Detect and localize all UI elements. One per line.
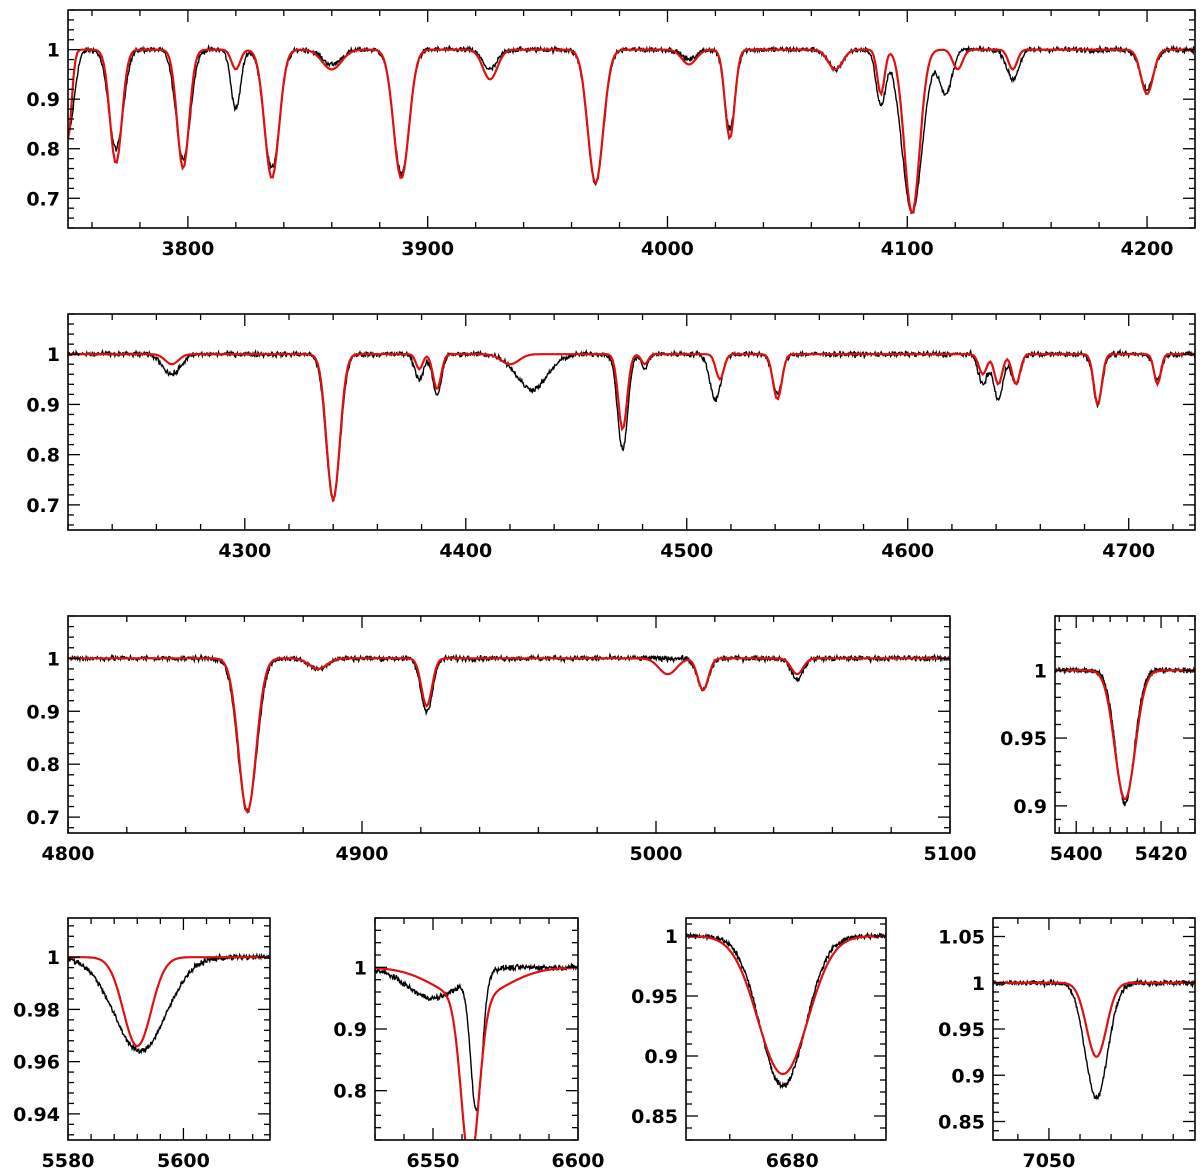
observed-spectrum-line [993,977,1195,1101]
panel-frame [67,9,1196,229]
y-tick-label: 0.9 [26,89,60,111]
observed-spectrum-line [68,652,950,815]
x-tick-label: 6550 [407,1150,460,1170]
y-tick-label: 0.98 [13,999,60,1021]
panel-6: 6550 6600 0.8 0.9 1 [333,917,605,1170]
panel-1: 3800 3900 4000 4100 4200 0.7 0.8 0.9 1 [26,9,1196,260]
x-tick-label: 4000 [641,238,694,260]
y-tick-label: 0.7 [26,807,60,829]
panel-frame [992,917,1196,1141]
observed-spectrum-line [1055,666,1195,807]
panel-frame [1054,615,1196,834]
y-tick-label: 1 [47,648,60,670]
model-spectrum-line [993,981,1195,1058]
y-tick-label: 0.9 [26,394,60,416]
y-tick-label: 0.7 [26,188,60,210]
x-tick-label: 4500 [660,540,713,562]
y-tick-label: 0.9 [333,1019,367,1041]
x-tick-label: 4900 [336,843,389,865]
x-tick-label: 6680 [766,1150,819,1170]
panel-7: 6680 0.85 0.9 0.95 1 [631,917,887,1170]
y-tick-label: 0.85 [938,1112,985,1134]
panel-frame [67,917,271,1141]
y-tick-label: 1 [972,973,985,995]
y-tick-label: 0.85 [631,1106,678,1128]
y-tick-label: 0.8 [26,139,60,161]
panel-3: 4800 4900 5000 5100 0.7 0.8 0.9 1 [26,615,977,865]
y-tick-label: 1 [354,957,367,979]
y-tick-label: 1 [47,947,60,969]
x-tick-label: 4700 [1102,540,1155,562]
panel-frame [685,917,887,1141]
y-tick-label: 1 [665,926,678,948]
y-tick-label: 1 [1034,660,1047,682]
x-tick-label: 5000 [630,843,683,865]
x-tick-label: 5400 [1050,843,1103,865]
y-tick-label: 0.8 [26,754,60,776]
panel-frame [374,917,579,1141]
panel-frame [67,313,1196,531]
x-tick-label: 7050 [1022,1150,1075,1170]
y-tick-label: 0.7 [26,495,60,517]
x-tick-label: 5100 [924,843,977,865]
observed-spectrum-line [68,952,270,1055]
panel-8: 7050 0.85 0.9 0.95 1 1.05 [938,917,1196,1170]
y-tick-label: 0.9 [26,701,60,723]
y-tick-label: 0.8 [333,1081,367,1103]
observed-spectrum-line [375,962,578,1112]
x-tick-label: 4400 [439,540,492,562]
y-tick-label: 1.05 [938,927,985,949]
x-tick-label: 4600 [881,540,934,562]
observed-spectrum-line [686,931,886,1090]
y-tick-label: 1 [47,344,60,366]
x-tick-label: 5600 [157,1150,210,1170]
x-tick-label: 4200 [1121,238,1174,260]
model-spectrum-line [686,934,886,1076]
y-tick-label: 0.95 [631,986,678,1008]
panel-5: 5580 5600 0.94 0.96 0.98 1 [13,917,271,1170]
x-tick-label: 5420 [1135,843,1188,865]
panel-4: 5400 5420 0.9 0.95 1 [1000,615,1196,865]
x-tick-label: 5580 [42,1150,95,1170]
y-tick-label: 0.9 [951,1065,985,1087]
panel-2: 4300 4400 4500 4600 4700 0.7 0.8 0.9 1 [26,313,1196,562]
x-tick-label: 3900 [401,238,454,260]
y-tick-label: 0.94 [13,1104,60,1126]
y-tick-label: 0.95 [1000,728,1047,750]
observed-spectrum-line [68,348,1195,503]
model-spectrum-line [375,966,578,1140]
x-tick-label: 4300 [218,540,271,562]
x-tick-label: 3800 [161,238,214,260]
model-spectrum-line [1055,669,1195,801]
x-tick-label: 4100 [881,238,934,260]
model-spectrum-line [68,956,270,1048]
panel-frame [67,615,951,834]
y-tick-label: 0.95 [938,1019,985,1041]
x-tick-label: 6600 [552,1150,605,1170]
y-tick-label: 0.9 [644,1046,678,1068]
model-spectrum-line [68,657,950,814]
y-tick-label: 0.8 [26,445,60,467]
model-spectrum-line [68,353,1195,503]
y-tick-label: 0.9 [1013,796,1047,818]
x-tick-label: 4800 [42,843,95,865]
observed-spectrum-line [68,43,1195,215]
model-spectrum-line [68,48,1195,215]
y-tick-label: 0.96 [13,1052,60,1074]
y-tick-label: 1 [47,40,60,62]
